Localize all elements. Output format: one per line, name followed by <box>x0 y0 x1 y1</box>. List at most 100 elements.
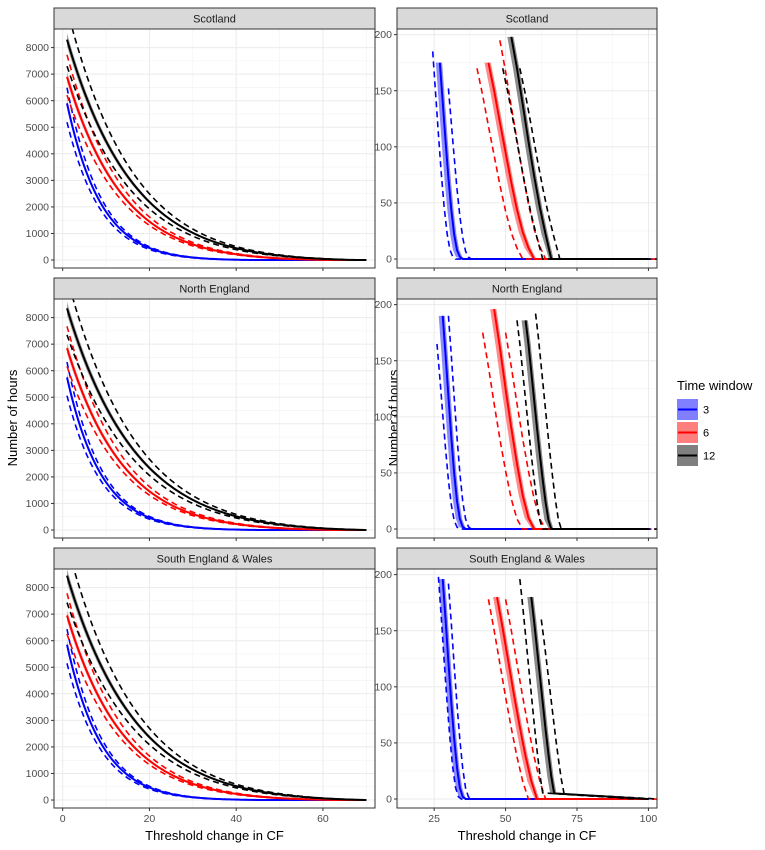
series-lower-bound-3 <box>436 343 643 530</box>
series-upper-bound-3 <box>447 583 655 800</box>
panel-border <box>396 568 658 809</box>
series-lower-bound-6 <box>66 366 367 531</box>
panel-left-north-england: North England 0 1000 2000 3000 4000 5000 6000 70… <box>26 277 376 541</box>
series-upper-bound-3 <box>447 315 655 530</box>
y-tick-label: 3000 <box>26 175 50 187</box>
facet-strip-label: North England <box>179 284 249 296</box>
x-axis-title-right: Threshold change in CF <box>458 828 597 843</box>
legend-key-12 <box>677 445 698 466</box>
series-line-12 <box>530 596 649 801</box>
series-lower-bound-6 <box>476 68 637 260</box>
y-tick-label: 6000 <box>26 365 50 377</box>
series-line-6 <box>493 308 649 531</box>
series-line-12 <box>66 575 367 802</box>
legend: Time window 3 6 12 <box>677 378 753 466</box>
x-tick-label: 75 <box>571 813 583 825</box>
y-tick-label: 150 <box>374 355 392 367</box>
panel-grid <box>397 29 657 268</box>
y-tick-label: 5000 <box>26 662 50 674</box>
series-group <box>66 299 367 532</box>
series-line-6 <box>487 62 649 261</box>
x-tick-label: 50 <box>500 813 512 825</box>
x-tick-label: 100 <box>640 813 658 825</box>
facet-strip-label: North England <box>492 284 562 296</box>
series-upper-bound-12 <box>73 569 367 801</box>
series-upper-bound-6 <box>504 599 657 800</box>
y-tick-label: 8000 <box>26 42 50 54</box>
series-line-3 <box>441 579 649 801</box>
series-line-6 <box>66 347 367 532</box>
series-lower-bound-12 <box>519 579 638 800</box>
y-tick-label: 1000 <box>26 498 50 510</box>
y-tick-label: 1000 <box>26 228 50 240</box>
legend-title: Time window <box>677 378 753 393</box>
series-group <box>437 576 657 801</box>
y-tick-label: 2000 <box>26 472 50 484</box>
series-upper-bound-6 <box>66 326 367 531</box>
series-lower-bound-3 <box>437 576 645 800</box>
y-tick-label: 100 <box>374 411 392 423</box>
y-tick-label: 4000 <box>26 148 50 160</box>
series-ribbon-3 <box>438 315 651 530</box>
y-tick-label: 5000 <box>26 392 50 404</box>
series-upper-bound-6 <box>504 332 657 530</box>
y-tick-label: 3000 <box>26 445 50 457</box>
series-upper-bound-12 <box>534 313 657 530</box>
series-line-3 <box>438 62 649 261</box>
y-tick-label: 150 <box>374 625 392 637</box>
x-tick-label: 60 <box>317 813 329 825</box>
y-tick-label: 0 <box>43 255 49 267</box>
series-group <box>436 308 657 531</box>
y-tick-label: 50 <box>380 468 392 480</box>
panel-grid <box>397 299 657 538</box>
y-tick-label: 7000 <box>26 609 50 621</box>
series-line-3 <box>441 315 649 531</box>
series-line-12 <box>66 39 367 262</box>
legend-key-6 <box>677 422 698 443</box>
panel-right-scotland: Scotland 0 50 100 150 200 <box>374 7 658 271</box>
x-tick-label: 40 <box>230 813 242 825</box>
facet-strip-label: South England & Wales <box>157 554 273 566</box>
legend-label-12: 12 <box>703 451 715 463</box>
x-tick-label: 20 <box>144 813 156 825</box>
y-tick-label: 6000 <box>26 95 50 107</box>
series-ribbon-3 <box>438 579 651 800</box>
y-tick-label: 4000 <box>26 688 50 700</box>
series-ribbon-3 <box>435 62 651 260</box>
y-tick-label: 8000 <box>26 582 50 594</box>
legend-label-3: 3 <box>703 405 709 417</box>
panel-left-scotland: Scotland 0 1000 2000 3000 4000 5000 6000 7000 800… <box>26 7 376 271</box>
series-line-6 <box>66 615 367 802</box>
series-lower-bound-6 <box>487 599 640 800</box>
series-line-12 <box>66 307 367 532</box>
y-tick-label: 0 <box>43 525 49 537</box>
series-line-12 <box>524 320 649 531</box>
y-tick-label: 200 <box>374 29 392 41</box>
panel-border <box>53 298 376 539</box>
series-lower-bound-6 <box>481 332 637 530</box>
panel-background <box>54 29 375 268</box>
panel-grid <box>397 569 657 808</box>
y-tick-label: 4000 <box>26 418 50 430</box>
legend-key-3 <box>677 399 698 420</box>
series-group <box>66 569 367 802</box>
y-tick-label: 7000 <box>26 339 50 351</box>
y-tick-label: 5000 <box>26 122 50 134</box>
series-group <box>431 36 657 261</box>
series-lower-bound-12 <box>516 320 640 530</box>
series-lower-bound-3 <box>431 51 642 260</box>
facet-strip-label: South England & Wales <box>469 554 585 566</box>
series-line-6 <box>496 596 649 801</box>
y-tick-label: 6000 <box>26 635 50 647</box>
y-tick-label: 8000 <box>26 312 50 324</box>
series-lower-bound-3 <box>66 121 367 261</box>
y-tick-label: 100 <box>374 681 392 693</box>
panel-grid <box>54 29 375 268</box>
x-axis-title-left: Threshold change in CF <box>145 828 284 843</box>
y-tick-label: 3000 <box>26 715 50 727</box>
x-tick-label: 0 <box>60 813 66 825</box>
series-lower-bound-12 <box>501 68 640 260</box>
series-group <box>66 29 367 262</box>
y-tick-label: 2000 <box>26 742 50 754</box>
y-tick-label: 150 <box>374 85 392 97</box>
